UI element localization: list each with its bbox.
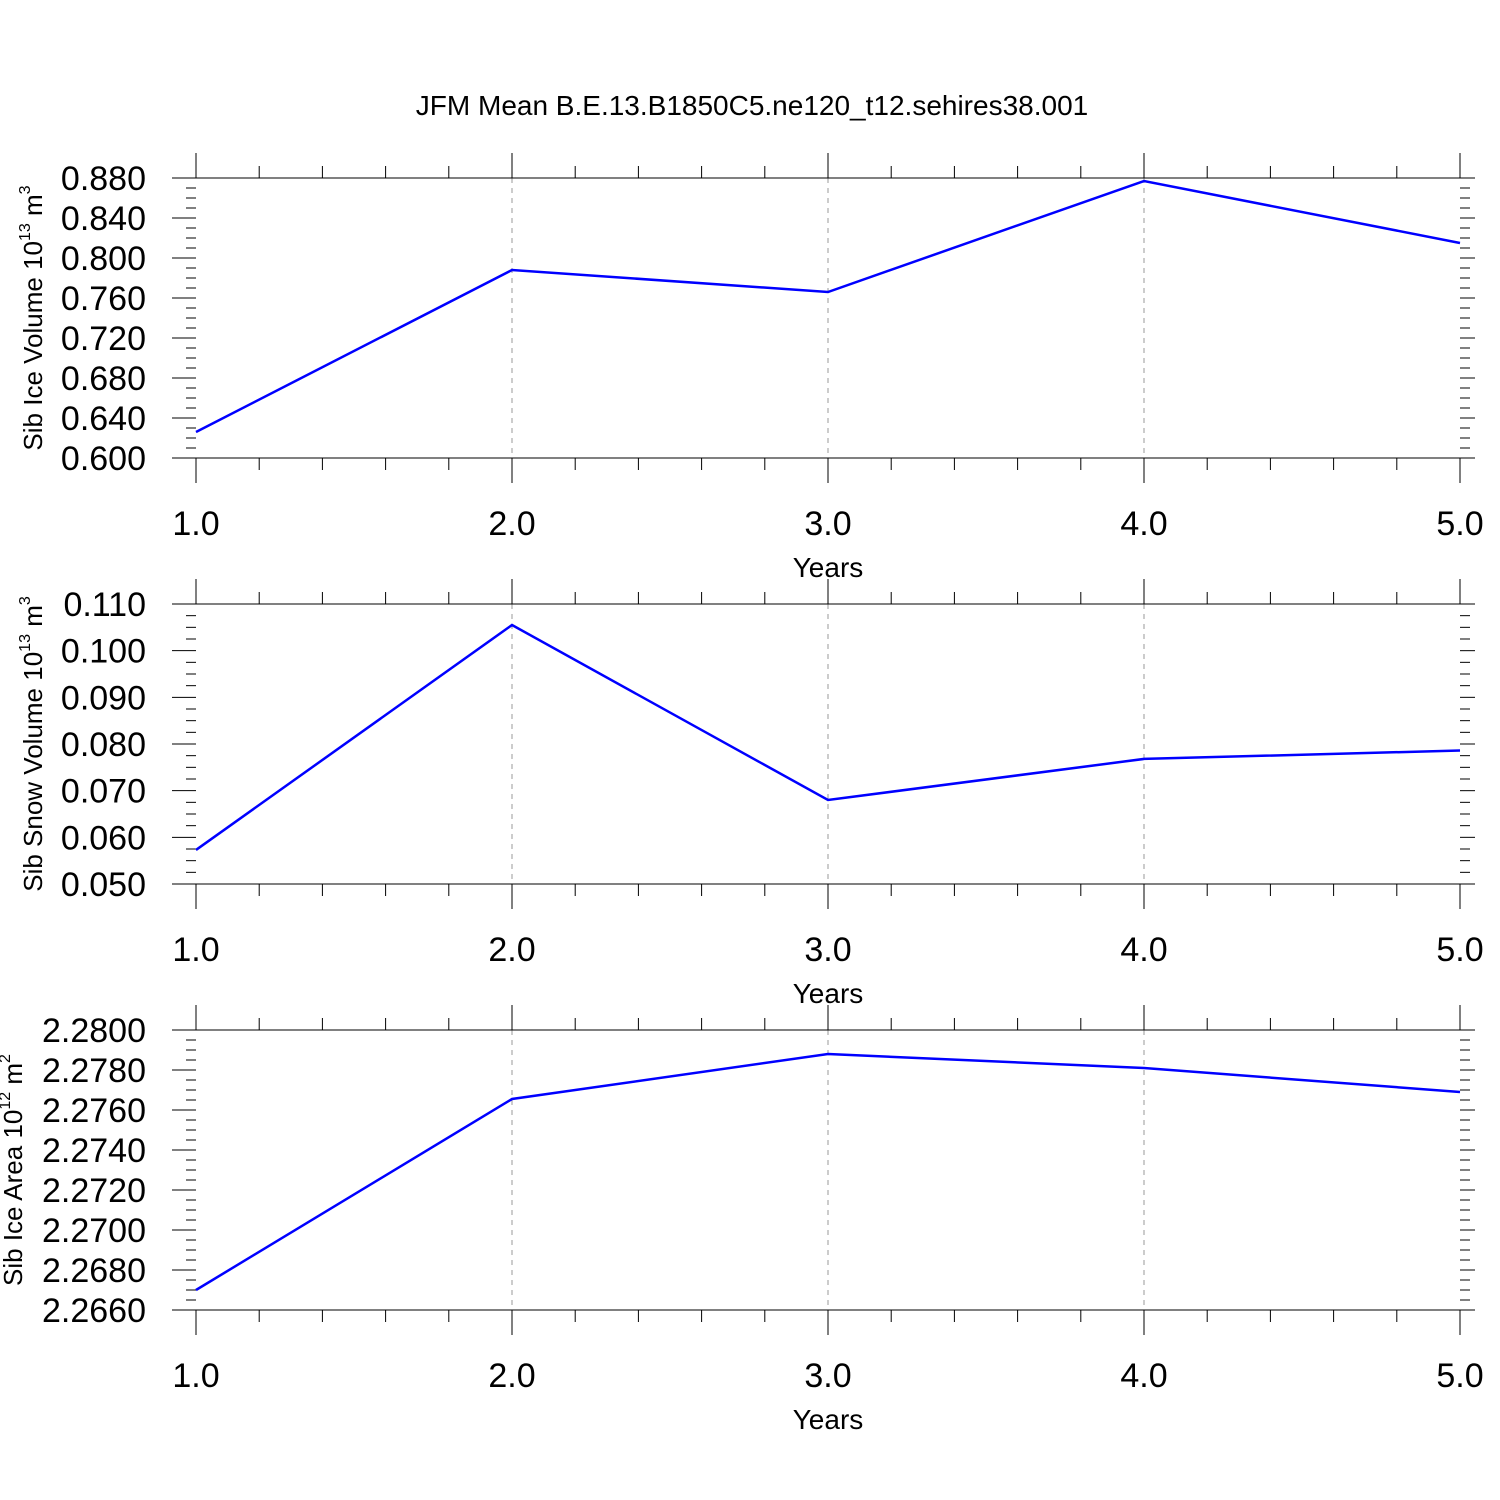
x-tick-label: 4.0 <box>1120 1357 1167 1395</box>
x-tick-label: 4.0 <box>1120 931 1167 969</box>
x-tick-label: 5.0 <box>1436 931 1483 969</box>
x-tick-label: 1.0 <box>172 505 219 543</box>
x-tick-label: 4.0 <box>1120 505 1167 543</box>
x-tick-label: 1.0 <box>172 1357 219 1395</box>
y-tick-label: 2.2680 <box>42 1252 146 1290</box>
panel-1: 1.0 2.0 3.0 4.0 5.0 0.6000.6400.6800.7200.760… <box>17 153 1484 583</box>
y-tick-label: 2.2660 <box>42 1292 146 1330</box>
y-tick-label: 0.640 <box>61 400 146 438</box>
x-tick-label: 1.0 <box>172 931 219 969</box>
x-tick-label: 3.0 <box>804 1357 851 1395</box>
y-tick-label: 0.840 <box>61 200 146 238</box>
y-axis-title: Sib Ice Volume 1013 m3 <box>17 185 48 450</box>
x-axis-title: Years <box>793 1404 864 1435</box>
y-tick-label: 0.080 <box>61 726 146 764</box>
y-tick-label: 2.2800 <box>42 1012 146 1050</box>
y-tick-label: 2.2720 <box>42 1172 146 1210</box>
y-tick-label: 0.880 <box>61 160 146 198</box>
y-tick-label: 2.2760 <box>42 1092 146 1130</box>
y-tick-label: 0.050 <box>61 866 146 904</box>
x-tick-label: 3.0 <box>804 505 851 543</box>
y-tick-label: 0.800 <box>61 240 146 278</box>
y-tick-label: 0.760 <box>61 280 146 318</box>
x-axis-title: Years <box>793 552 864 583</box>
x-tick-label: 2.0 <box>488 931 535 969</box>
x-tick-label: 2.0 <box>488 1357 535 1395</box>
y-tick-label: 0.090 <box>61 679 146 717</box>
y-tick-label: 0.110 <box>63 586 146 624</box>
y-axis-title: Sib Snow Volume 1013 m3 <box>17 596 48 892</box>
y-tick-label: 0.680 <box>61 360 146 398</box>
panel-3: 1.0 2.0 3.0 4.0 5.02.26602.26802.27002.27202… <box>0 1005 1484 1435</box>
y-tick-label: 0.060 <box>61 819 146 857</box>
y-tick-label: 2.2780 <box>42 1052 146 1090</box>
y-tick-label: 2.2740 <box>42 1132 146 1170</box>
y-tick-label: 0.600 <box>61 440 146 478</box>
y-tick-label: 0.100 <box>61 633 146 671</box>
x-tick-label: 5.0 <box>1436 505 1483 543</box>
y-axis-title: Sib Ice Area 1012 m2 <box>0 1054 28 1286</box>
y-tick-label: 0.070 <box>61 773 146 811</box>
y-tick-label: 2.2700 <box>42 1212 146 1250</box>
y-tick-label: 0.720 <box>61 320 146 358</box>
x-tick-label: 3.0 <box>804 931 851 969</box>
chart-title: JFM Mean B.E.13.B1850C5.ne120_t12.sehire… <box>416 90 1088 121</box>
x-tick-label: 5.0 <box>1436 1357 1483 1395</box>
x-tick-label: 2.0 <box>488 505 535 543</box>
x-axis-title: Years <box>793 978 864 1009</box>
panel-2: 1.0 2.0 3.0 4.0 5.0 0.050 0.060 0.070 0.080 0.090… <box>17 579 1484 1009</box>
